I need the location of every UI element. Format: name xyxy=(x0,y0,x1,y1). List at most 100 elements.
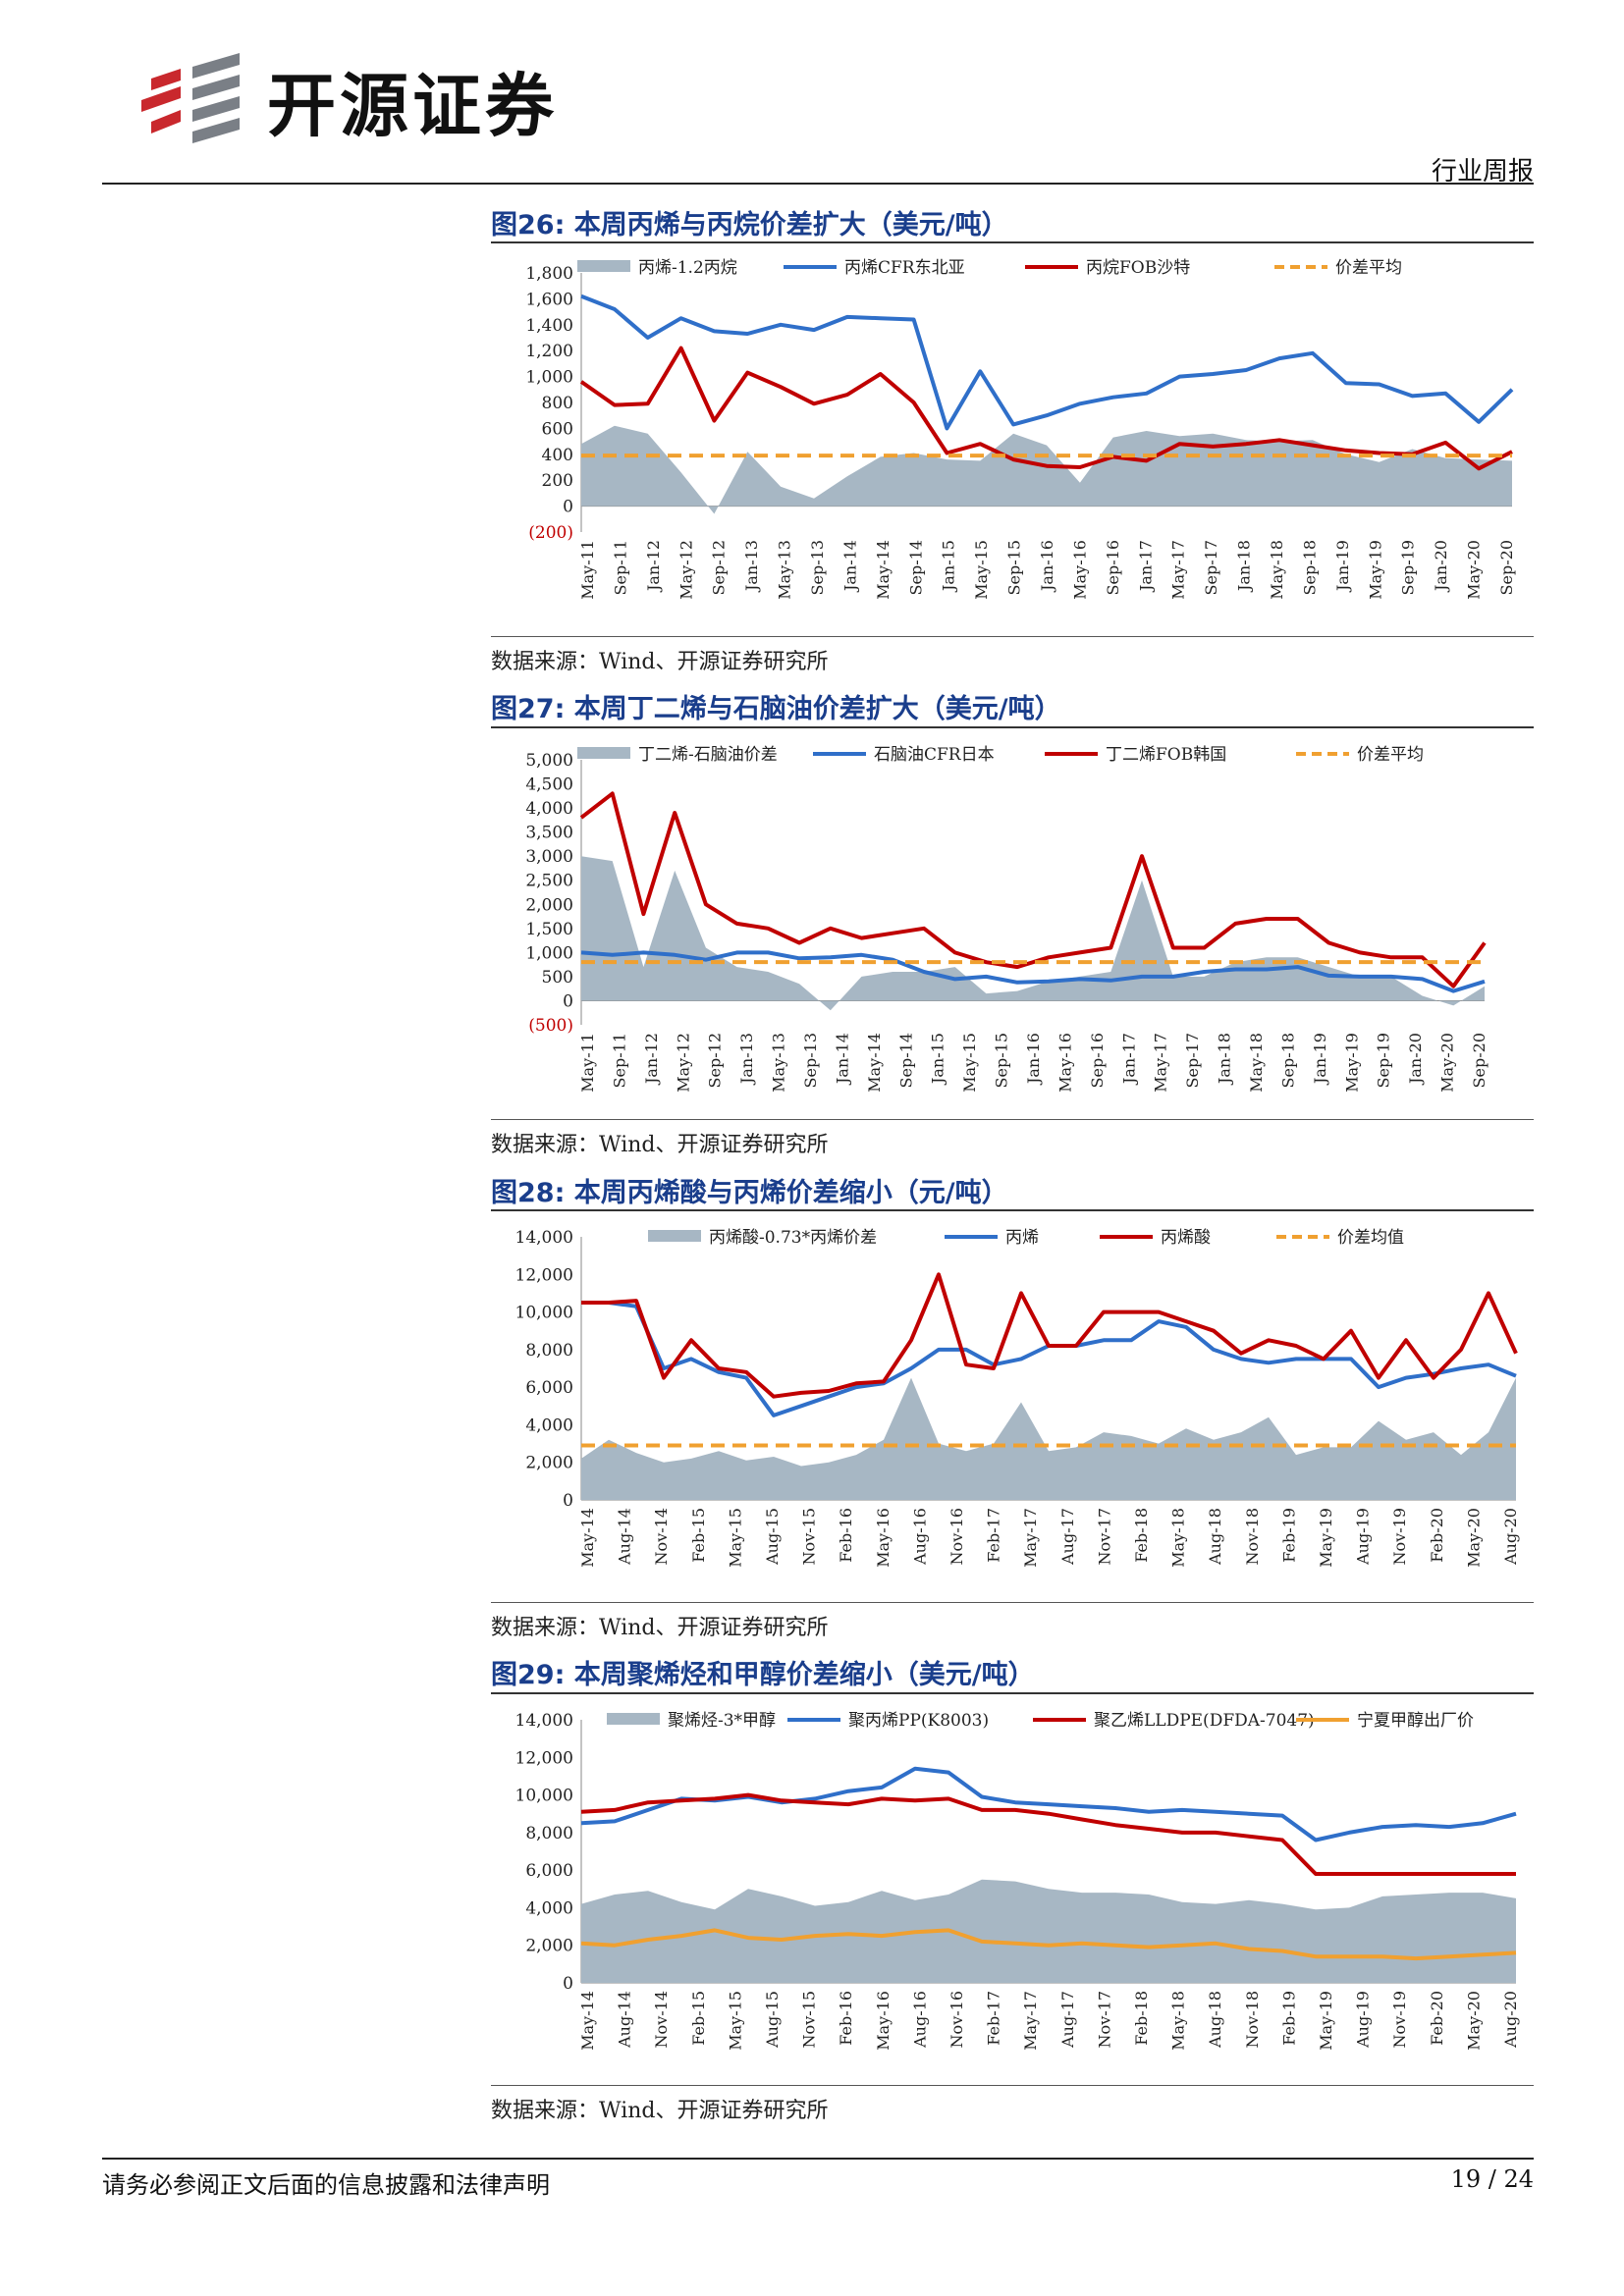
y-tick-label: (200) xyxy=(528,523,573,543)
figure-28-chart: 0 2,000 4,000 6,000 8,000 10,000 12,000 14,000 M… xyxy=(515,1228,1520,1568)
y-tick-label: 6,000 xyxy=(525,1378,573,1398)
page-number: 19 / 24 xyxy=(1450,2165,1534,2193)
x-tick-label: May-19 xyxy=(1366,540,1384,600)
series-line-2 xyxy=(581,1272,1518,1399)
x-tick-label: Nov-19 xyxy=(1390,1508,1409,1565)
x-tick-label: Jan-20 xyxy=(1432,540,1450,593)
figure-26-chart: (200) 0 200 400 600 800 1,000 1,200 1,400 1,600 1,… xyxy=(525,258,1516,600)
x-tick-label: Feb-18 xyxy=(1132,1991,1151,2046)
x-tick-label: May-20 xyxy=(1438,1033,1457,1093)
x-tick-label: May-14 xyxy=(865,1033,884,1093)
x-tick-label: May-13 xyxy=(776,540,794,600)
report-type: 行业周报 xyxy=(1431,157,1534,187)
x-tick-label: Sep-18 xyxy=(1300,540,1319,595)
footer-disclaimer: 请务必参阅正文后面的信息披露和法律声明 xyxy=(102,2171,550,2199)
x-tick-label: Jan-12 xyxy=(642,1033,661,1086)
y-tick-label: 10,000 xyxy=(515,1304,573,1323)
x-tick-label: Jan-18 xyxy=(1235,540,1254,593)
series-area-0 xyxy=(581,1377,1516,1500)
x-tick-label: Sep-13 xyxy=(808,540,827,595)
legend-swatch xyxy=(607,1713,660,1725)
x-tick-label: Sep-16 xyxy=(1104,540,1122,595)
x-tick-label: Jan-12 xyxy=(644,540,663,593)
y-tick-label: 2,000 xyxy=(525,1454,573,1473)
x-tick-label: Sep-14 xyxy=(896,1033,915,1088)
y-tick-label: 2,000 xyxy=(525,895,573,915)
x-tick-label: Jan-20 xyxy=(1406,1033,1425,1086)
legend-label: 丙烯 xyxy=(1005,1228,1039,1248)
x-tick-label: May-20 xyxy=(1464,1508,1483,1568)
x-tick-label: May-11 xyxy=(578,540,597,600)
x-tick-label: Jan-14 xyxy=(840,540,859,593)
y-tick-label: 8,000 xyxy=(525,1824,573,1843)
x-tick-label: May-18 xyxy=(1169,1991,1188,2051)
series-line-2 xyxy=(579,346,1513,471)
x-tick-label: Nov-14 xyxy=(652,1508,671,1565)
y-tick-label: 1,000 xyxy=(525,368,573,388)
x-tick-label: Feb-18 xyxy=(1132,1508,1151,1563)
figure-26-rule xyxy=(491,241,1534,243)
x-tick-label: Jan-13 xyxy=(742,540,761,593)
y-tick-label: 600 xyxy=(542,419,573,439)
x-tick-label: May-16 xyxy=(1056,1033,1074,1093)
y-tick-label: 0 xyxy=(563,1974,573,1994)
series-line-1 xyxy=(581,1301,1517,1417)
x-tick-label: Feb-17 xyxy=(985,1991,1003,2046)
series-line-2 xyxy=(580,1792,1516,1876)
x-tick-label: Aug-17 xyxy=(1058,1991,1077,2049)
y-tick-label: 6,000 xyxy=(525,1861,573,1881)
figure-26-source: 数据来源：Wind、开源证券研究所 xyxy=(491,650,829,674)
legend-label: 丁二烯FOB韩国 xyxy=(1106,745,1226,765)
y-tick-label: 3,500 xyxy=(525,824,573,843)
x-tick-label: Jan-17 xyxy=(1136,540,1155,593)
x-tick-label: May-15 xyxy=(726,1508,744,1568)
figure-28-title: 图28: 本周丙烯酸与丙烯价差缩小（元/吨） xyxy=(491,1178,1008,1208)
x-tick-label: Sep-16 xyxy=(1088,1033,1107,1088)
x-tick-label: Nov-14 xyxy=(652,1991,671,2048)
legend-label: 价差平均 xyxy=(1357,745,1424,765)
company-name: 开源证券 xyxy=(267,66,558,146)
series-area-0 xyxy=(581,856,1485,1011)
x-tick-label: Sep-11 xyxy=(611,540,629,595)
series-line-1 xyxy=(580,1766,1517,1842)
x-tick-label: May-17 xyxy=(1152,1033,1170,1093)
x-tick-label: May-19 xyxy=(1342,1033,1361,1093)
y-tick-label: 1,500 xyxy=(525,920,573,939)
x-tick-label: Aug-15 xyxy=(763,1508,782,1566)
x-tick-label: Sep-14 xyxy=(906,540,925,595)
series-line-1 xyxy=(580,294,1514,431)
y-tick-label: 800 xyxy=(542,394,573,413)
x-tick-label: Feb-16 xyxy=(837,1508,855,1563)
x-tick-label: Nov-17 xyxy=(1095,1508,1113,1565)
x-tick-label: Aug-18 xyxy=(1206,1991,1224,2049)
figure-29-bottom-rule xyxy=(491,2085,1534,2086)
x-tick-label: May-11 xyxy=(578,1033,597,1093)
figure-26-title: 图26: 本周丙烯与丙烷价差扩大（美元/吨） xyxy=(491,210,1008,240)
x-tick-label: May-16 xyxy=(874,1991,893,2051)
x-tick-label: May-17 xyxy=(1021,1508,1040,1568)
y-tick-label: 1,200 xyxy=(525,342,573,361)
x-tick-label: Nov-18 xyxy=(1243,1991,1262,2048)
x-tick-label: Nov-18 xyxy=(1243,1508,1262,1565)
y-tick-label: 8,000 xyxy=(525,1341,573,1361)
legend-label: 丙烷FOB沙特 xyxy=(1086,258,1190,278)
x-tick-label: Sep-12 xyxy=(710,540,729,595)
x-tick-label: Aug-17 xyxy=(1058,1508,1077,1566)
series-line-3 xyxy=(580,1928,1517,1961)
figure-27-title: 图27: 本周丁二烯与石脑油价差扩大（美元/吨） xyxy=(491,694,1061,724)
figure-26-bottom-rule xyxy=(491,636,1534,637)
figure-29-source: 数据来源：Wind、开源证券研究所 xyxy=(491,2099,829,2123)
x-tick-label: May-20 xyxy=(1465,540,1484,600)
footer-rule xyxy=(102,2158,1534,2160)
x-tick-label: Nov-16 xyxy=(947,1991,966,2048)
x-tick-label: Aug-14 xyxy=(616,1508,634,1566)
series-line-2 xyxy=(579,791,1487,988)
x-tick-label: Nov-17 xyxy=(1095,1991,1113,2048)
y-tick-label: 2,500 xyxy=(525,872,573,891)
x-tick-label: May-15 xyxy=(960,1033,979,1093)
x-tick-label: May-18 xyxy=(1268,540,1286,600)
x-tick-label: May-13 xyxy=(770,1033,788,1093)
legend-label: 聚丙烯PP(K8003) xyxy=(848,1711,989,1731)
x-tick-label: Feb-19 xyxy=(1279,1508,1298,1563)
x-tick-label: May-12 xyxy=(674,1033,692,1093)
